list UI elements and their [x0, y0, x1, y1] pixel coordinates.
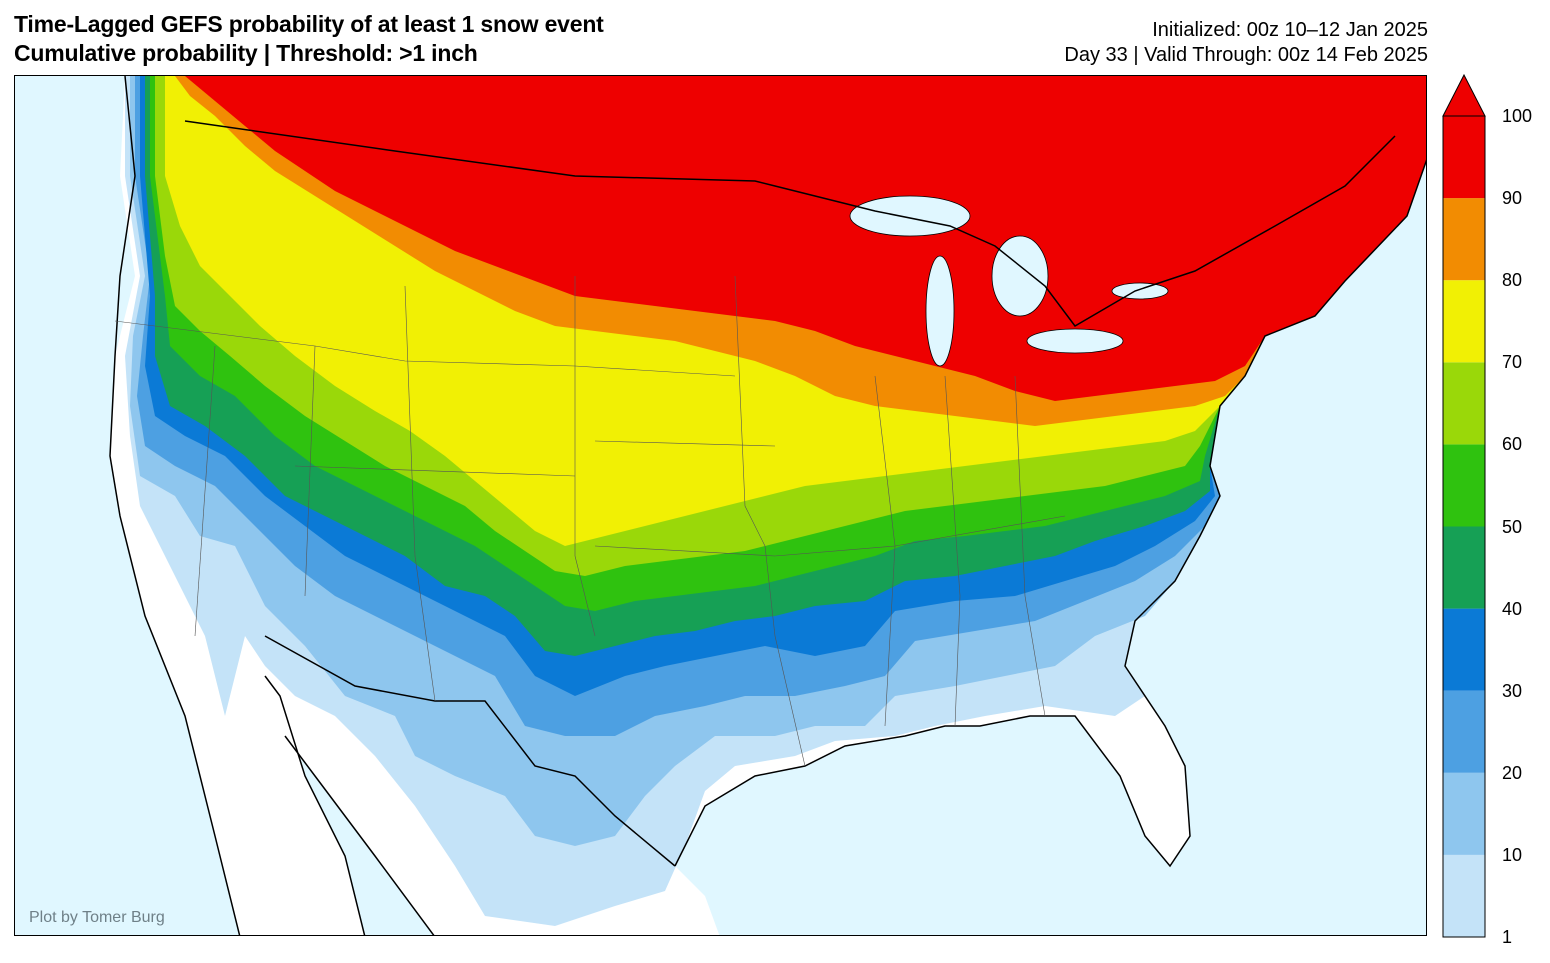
probability-map — [109, 76, 1426, 935]
colorbar-bin-1-10 — [1443, 854, 1485, 937]
colorbar-tick-label: 70 — [1502, 352, 1523, 373]
gulf-coast — [284, 159, 1426, 935]
colorbar-tick-label: 10 — [1502, 844, 1523, 865]
lake-michigan — [925, 255, 955, 367]
canada-border — [184, 120, 1396, 327]
colorbar-bin-60-70 — [1443, 362, 1485, 445]
map-panel: Plot by Tomer Burg — [14, 75, 1427, 936]
colorbar-svg — [1442, 73, 1486, 938]
lake-huron — [991, 235, 1049, 317]
lake-erie — [1026, 328, 1124, 354]
state-borders — [114, 275, 1066, 767]
colorbar-outline — [1442, 115, 1486, 938]
info-block: Initialized: 00z 10–12 Jan 2025 Day 33 |… — [1064, 18, 1428, 68]
colorbar-tick-label: 30 — [1502, 680, 1523, 701]
lake-superior — [849, 195, 971, 237]
initialized-label: Initialized: 00z 10–12 Jan 2025 — [1152, 19, 1428, 41]
colorbar-bin-10-20 — [1443, 772, 1485, 855]
map-title: Time-Lagged GEFS probability of at least… — [14, 11, 604, 37]
title-block: Time-Lagged GEFS probability of at least… — [14, 10, 604, 68]
colorbar-bin-90-100 — [1443, 116, 1485, 199]
colorbar-bin-30-40 — [1443, 608, 1485, 691]
colorbar-bin-40-50 — [1443, 526, 1485, 609]
colorbar-bin-70-80 — [1443, 280, 1485, 363]
baja-coast — [264, 675, 366, 935]
valid-through-label: Day 33 | Valid Through: 00z 14 Feb 2025 — [1064, 44, 1428, 66]
colorbar-bin-50-60 — [1443, 444, 1485, 527]
colorbar-tick-label: 100 — [1502, 106, 1533, 126]
colorbar-tick-label: 60 — [1502, 434, 1523, 455]
contour-90-100 — [185, 76, 1426, 401]
colorbar-tick-label: 80 — [1502, 270, 1523, 291]
colorbar-tick-label: 1 — [1502, 927, 1513, 947]
colorbar — [1442, 73, 1486, 938]
mexico-border — [264, 635, 676, 867]
colorbar-tick-label: 40 — [1502, 598, 1523, 619]
colorbar-bin-20-30 — [1443, 690, 1485, 773]
colorbar-tick-label: 90 — [1502, 188, 1523, 209]
colorbar-tick-label: 50 — [1502, 516, 1523, 537]
plot-credit: Plot by Tomer Burg — [29, 909, 165, 926]
map-subtitle: Cumulative probability | Threshold: >1 i… — [14, 40, 478, 66]
colorbar-tick-label: 20 — [1502, 762, 1523, 783]
colorbar-extend-triangle — [1442, 73, 1486, 117]
coastline — [109, 76, 241, 935]
colorbar-bin-80-90 — [1443, 198, 1485, 281]
lake-ontario — [1111, 282, 1169, 300]
